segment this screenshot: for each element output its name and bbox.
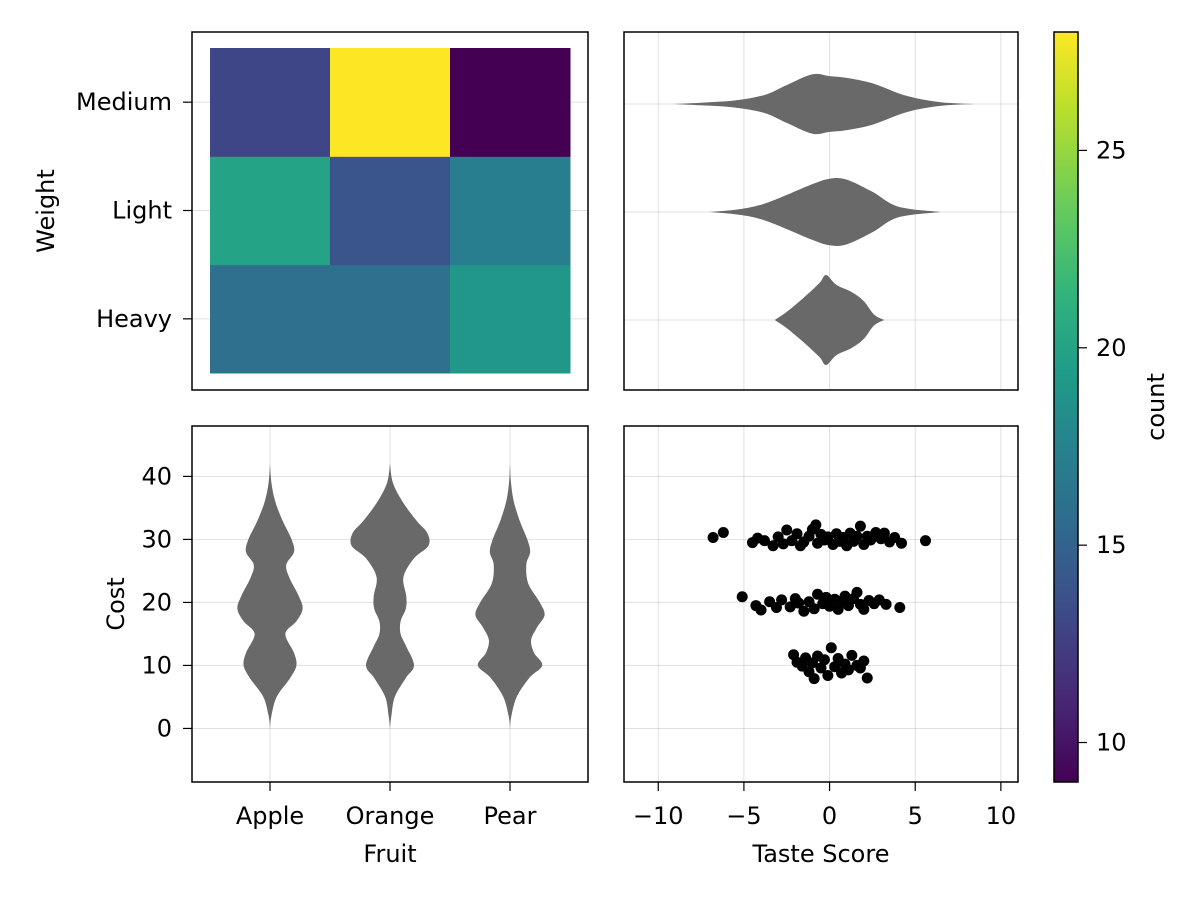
heatmap-y-ticks: Heavy Light Medium [76,88,192,333]
scatter-point [758,535,770,547]
horizontal-violins [671,73,976,366]
scatter-point [812,588,824,600]
heatmap-cell [450,264,571,374]
scatter-point [842,664,854,676]
scatter-point [784,601,796,613]
scatter-point [880,598,892,610]
scatter-point [851,586,863,598]
scatter-point [810,519,822,531]
heatmap-cell [210,48,331,157]
heatmap-cell [210,156,331,266]
scatter-point [707,532,719,544]
heatmap-cell [450,48,571,157]
scatter-point [822,670,834,682]
scatter-point [820,591,832,603]
vertical-violin-frame [191,425,589,783]
scatter-x-axis-title: Taste Score [752,840,890,868]
taste-score-tick-label: 10 [986,802,1017,830]
colorbar-tick-label: 15 [1096,531,1127,559]
scatter-frame [623,425,1019,783]
scatter-point [919,535,931,547]
cost-tick-label: 10 [141,651,172,679]
fruit-tick-label: Apple [236,802,304,830]
cost-tick-label: 30 [141,525,172,553]
scatter-point [793,597,805,609]
scatter-point [791,528,803,540]
vertical-violin-y-axis-title: Cost [102,577,130,630]
colorbar-tick-label: 20 [1096,334,1127,362]
colorbar: 10 15 20 25 count [1053,31,1170,783]
taste-score-tick-label: −5 [726,802,761,830]
scatter-panel: −10 −5 0 5 10 Taste Score [623,425,1019,868]
colorbar-frame [1053,31,1079,783]
heatmap-y-axis-title: Weight [32,169,60,253]
colorbar-tick-label: 25 [1096,136,1127,164]
cost-tick-label: 20 [141,588,172,616]
horizontal-violin-frame [623,31,1019,391]
scatter-point [878,527,890,539]
cost-tick-label: 40 [141,462,172,490]
colorbar-tick-label: 10 [1096,729,1127,757]
colorbar-ticks: 10 15 20 25 [1078,136,1127,757]
scatter-point [858,603,870,615]
vertical-violin-y-ticks: 0 10 20 30 40 [141,462,192,742]
scatter-point [839,590,851,602]
scatter-point [717,526,729,538]
scatter-point [808,673,820,685]
scatter-points [707,519,931,685]
scatter-point [818,654,830,666]
taste-score-tick-label: −10 [633,802,684,830]
scatter-point [736,591,748,603]
scatter-point [755,604,767,616]
horizontal-violin-panel [623,31,1019,391]
colorbar-gradient [1054,32,1078,782]
heatmap-cell [330,264,451,374]
scatter-point [851,530,863,542]
heatmap-frame [191,31,589,391]
heatmap-cell [330,48,451,157]
fruit-tick-label: Pear [484,802,537,830]
violin-pear [475,463,545,729]
heatmap-cell [330,156,451,266]
scatter-point [858,655,870,667]
scatter-point [777,538,789,550]
scatter-point [798,605,810,617]
vertical-violins [237,463,545,729]
violin-light [709,178,941,246]
violin-heavy [774,274,885,366]
scatter-point [808,603,820,615]
scatter-point [854,520,866,532]
vertical-violin-panel: 0 10 20 30 40 Apple Orange Pear Cost Fruit [102,425,589,868]
scatter-point [776,594,788,606]
heatmap-y-tick-label: Light [112,197,172,225]
heatmap-panel: Heavy Light Medium Weight [32,31,589,391]
violin-orange [350,463,430,729]
scatter-point [781,524,793,536]
scatter-point [861,672,873,684]
heatmap-y-tick-label: Medium [76,88,172,116]
scatter-x-ticks: −10 −5 0 5 10 [633,782,1016,830]
heatmap-cell [450,156,571,266]
violin-apple [237,463,303,729]
heatmap-cell [210,264,331,374]
scatter-point [896,537,908,549]
vertical-violin-x-axis-title: Fruit [363,840,416,868]
scatter-point [894,601,906,613]
vertical-violin-x-ticks: Apple Orange Pear [236,782,537,830]
heatmap-cells [210,48,571,374]
taste-score-tick-label: 0 [822,802,837,830]
fruit-tick-label: Orange [346,802,435,830]
taste-score-tick-label: 5 [908,802,923,830]
scatter-point [846,649,858,661]
scatter-point [767,540,779,552]
cost-tick-label: 0 [157,714,172,742]
scatter-point [825,642,837,654]
violin-medium [671,73,976,135]
heatmap-y-tick-label: Heavy [96,305,172,333]
colorbar-label: count [1142,373,1170,441]
